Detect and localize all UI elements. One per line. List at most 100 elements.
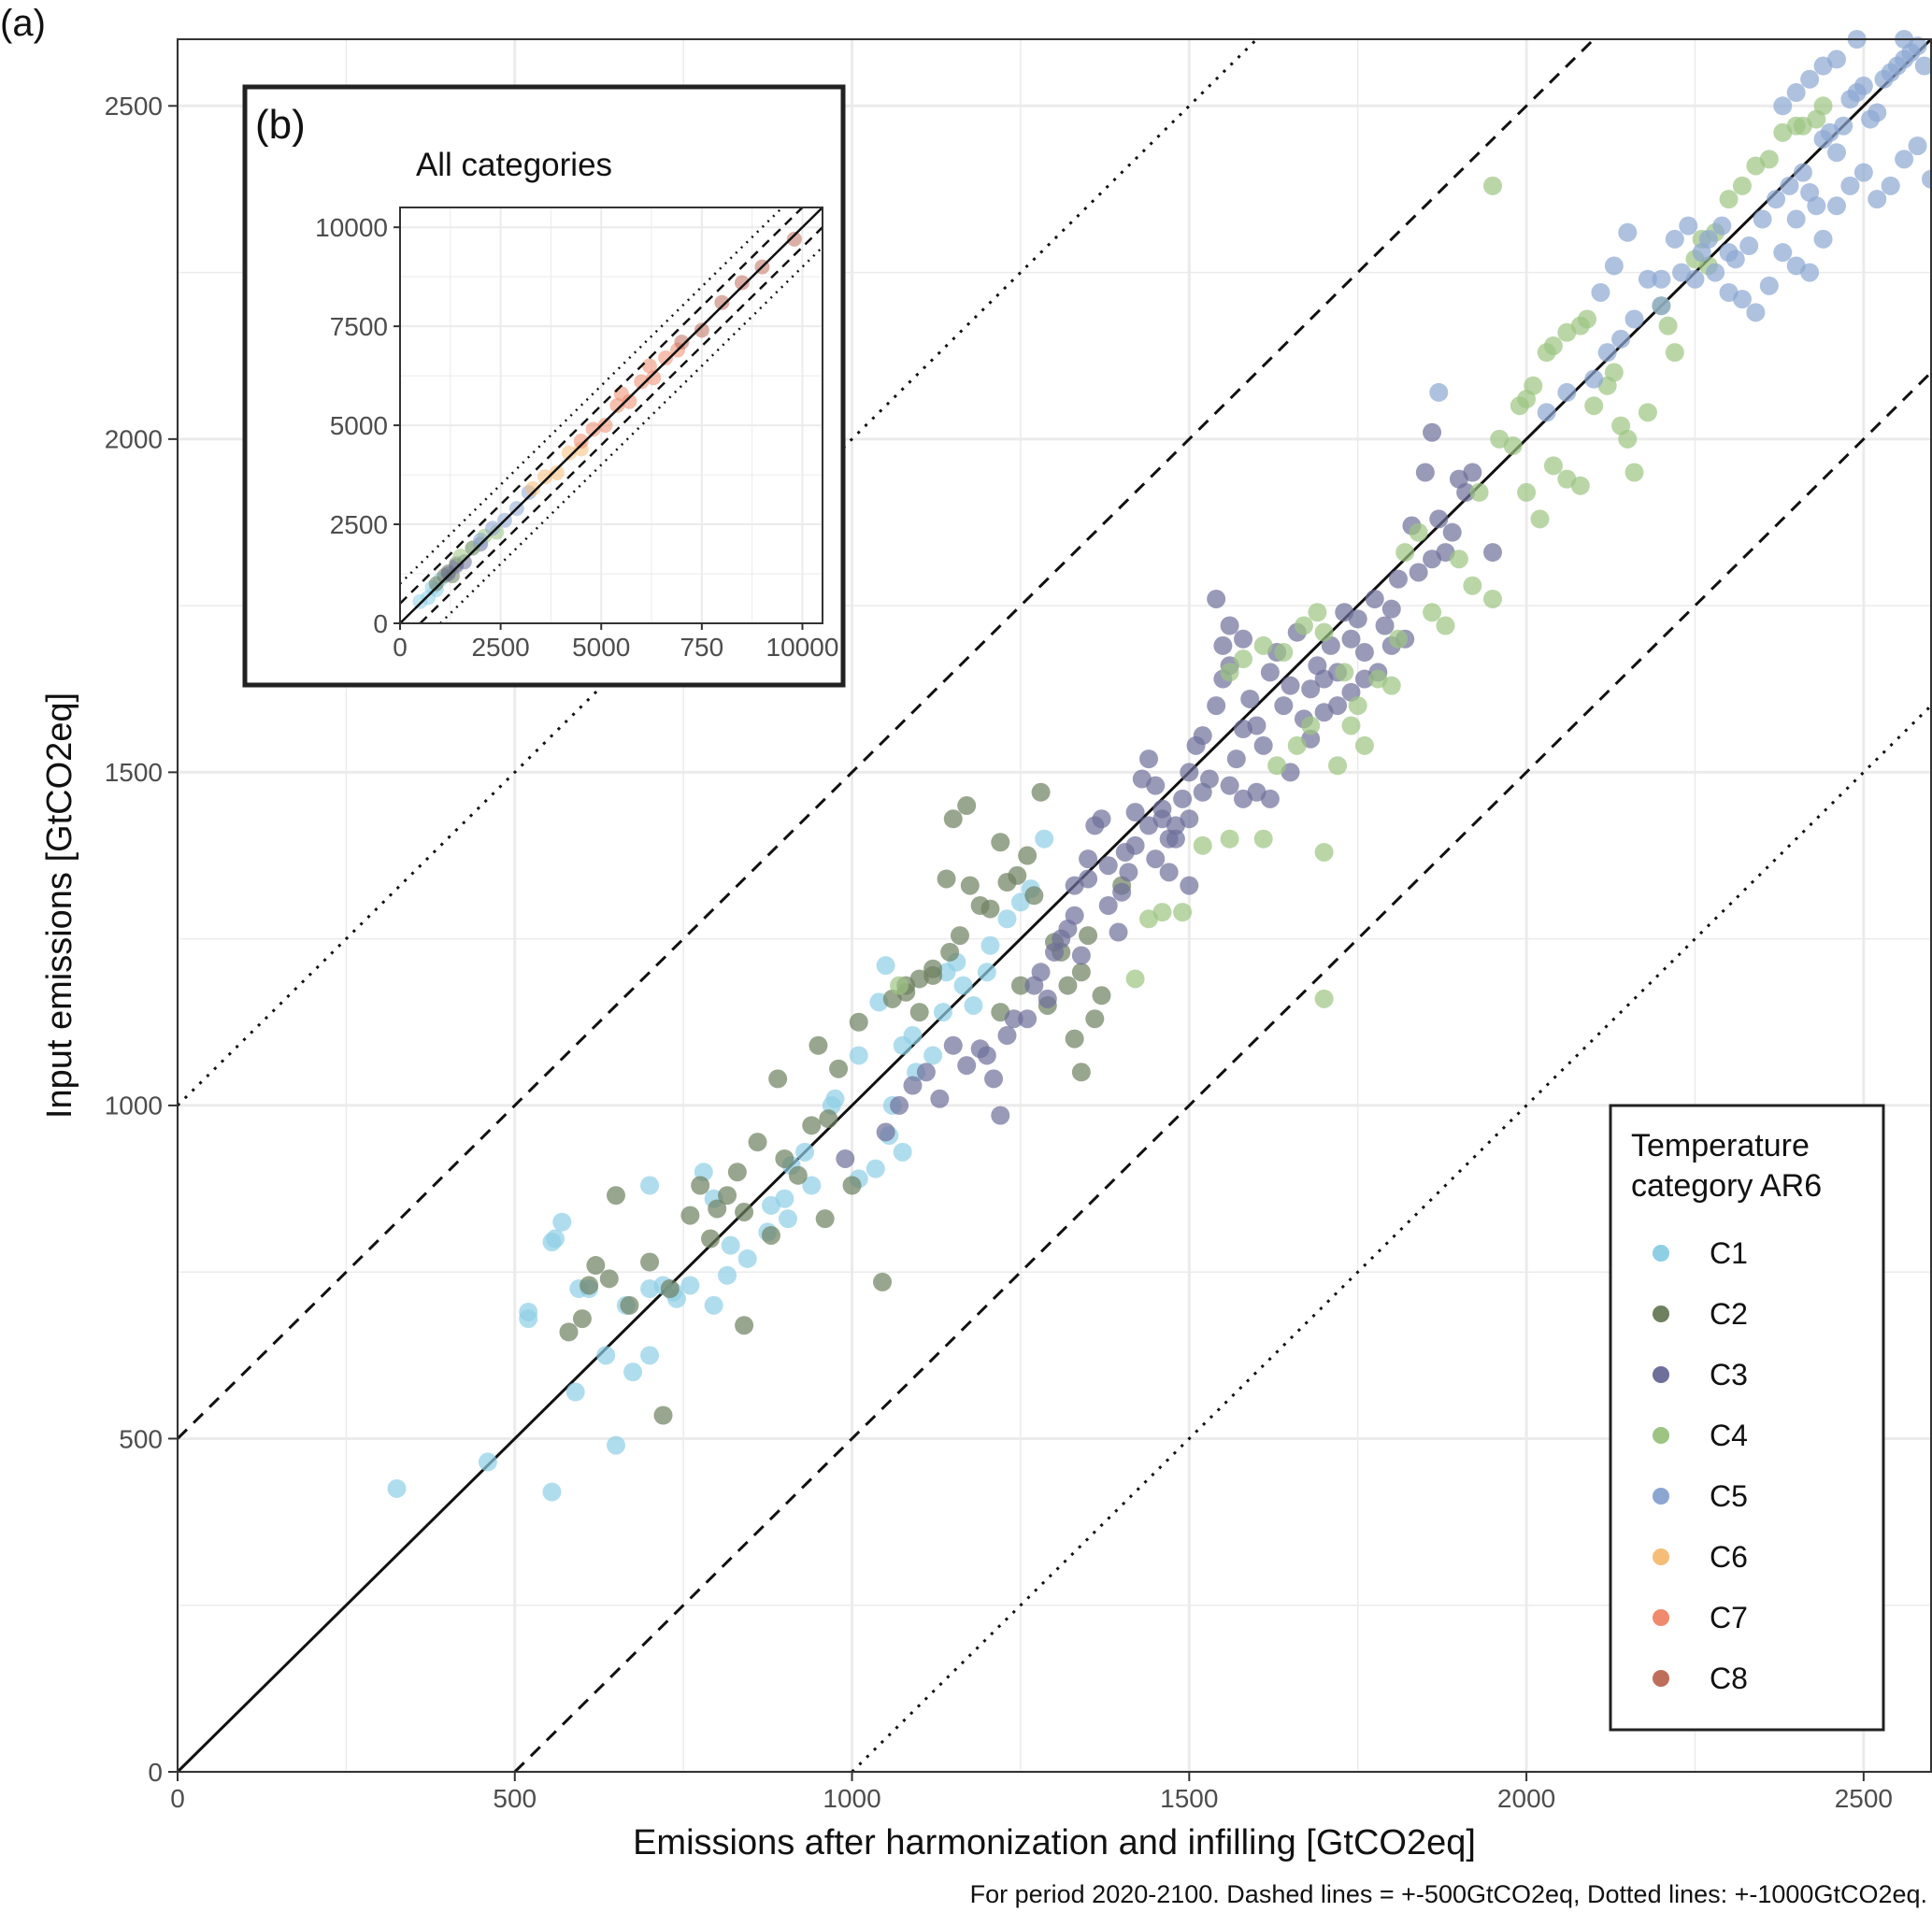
- data-point-c1: [546, 1229, 565, 1249]
- panel-a-label: (a): [0, 3, 46, 44]
- data-point-c1: [640, 1176, 660, 1195]
- data-point-c3: [997, 1026, 1017, 1046]
- data-point-c5: [1780, 176, 1799, 195]
- data-point-c3: [1125, 835, 1145, 855]
- data-point-c5: [1773, 243, 1793, 263]
- y-tick-label: 2500: [105, 92, 163, 121]
- data-point-c4: [1618, 429, 1638, 449]
- data-point-c3: [1213, 635, 1233, 655]
- y-tick-label: 2000: [105, 425, 163, 454]
- data-point-c2: [775, 1149, 794, 1168]
- data-point-c4: [1274, 643, 1294, 663]
- y-tick-label: 10000: [315, 213, 388, 242]
- panel-b-label: (b): [255, 102, 306, 148]
- data-point-c3: [1463, 463, 1482, 482]
- data-point-c2: [660, 1279, 680, 1299]
- data-point-c4: [1570, 476, 1590, 495]
- data-point-c5: [1665, 229, 1684, 249]
- legend-title-line2: category AR6: [1631, 1168, 1822, 1204]
- data-point-c5: [1834, 116, 1853, 136]
- data-point-c3: [836, 1149, 855, 1168]
- data-point-c3: [930, 1089, 950, 1108]
- data-point-c3: [1375, 616, 1395, 635]
- data-point-c2: [1010, 976, 1030, 995]
- data-point-c6: [549, 464, 565, 480]
- legend-box: [1609, 1104, 1885, 1732]
- data-point-c2: [829, 1059, 849, 1078]
- data-point-c2: [960, 876, 980, 895]
- x-tick-label: 750: [680, 633, 723, 662]
- data-point-c1: [387, 1478, 407, 1498]
- data-point-c1: [519, 1302, 538, 1321]
- data-point-c3: [1429, 509, 1449, 529]
- data-point-c3: [1281, 676, 1300, 695]
- data-point-c4: [1173, 903, 1193, 922]
- main-y-axis-label: Input emissions [GtCO2eq]: [40, 692, 79, 1119]
- data-point-c2: [620, 1295, 639, 1315]
- data-point-c1: [997, 909, 1017, 929]
- data-point-c5: [1813, 229, 1833, 249]
- data-point-c2: [735, 1203, 754, 1222]
- data-point-c5: [1786, 83, 1806, 103]
- data-point-c2: [691, 1176, 710, 1195]
- data-point-c6: [525, 480, 541, 496]
- legend-items: C1 C2 C3 C4 C5 C6 C7 C8: [1653, 1236, 1748, 1695]
- data-point-c2: [815, 1209, 835, 1229]
- data-point-c4: [1253, 635, 1273, 655]
- data-point-c4: [1665, 343, 1684, 363]
- data-point-c5: [1753, 209, 1772, 229]
- data-point-c5: [1853, 163, 1873, 182]
- inset-y-ticks: 0 2500 5000 7500 10000: [315, 213, 400, 638]
- data-point-c3: [1173, 789, 1193, 808]
- data-point-c3: [1348, 609, 1367, 629]
- data-point-c7: [573, 434, 589, 449]
- data-point-c4: [1483, 176, 1502, 195]
- data-point-c5: [1786, 209, 1806, 229]
- inset-panel: (b) All categories 0 2500 5000 750 10000 0 25…: [242, 84, 846, 688]
- data-point-c4: [1543, 456, 1563, 476]
- data-point-c4: [1624, 463, 1644, 482]
- x-tick-label: 500: [493, 1784, 537, 1813]
- data-point-c3: [1381, 599, 1401, 619]
- data-point-c3: [1226, 749, 1246, 769]
- data-point-c3: [1388, 569, 1408, 589]
- data-point-c1: [704, 1295, 723, 1315]
- inset-plot-frame: [399, 207, 823, 624]
- data-point-c1: [923, 1046, 943, 1065]
- data-point-c3: [1354, 643, 1374, 663]
- data-point-c1: [542, 1482, 562, 1502]
- data-point-c2: [748, 1133, 767, 1152]
- data-point-c5: [1800, 263, 1820, 282]
- data-point-c5: [1537, 403, 1556, 422]
- data-point-c2: [599, 1269, 619, 1289]
- x-tick-label: 2500: [1835, 1784, 1893, 1813]
- data-point-c5: [473, 533, 489, 548]
- data-point-c2: [943, 809, 963, 829]
- legend-key-c4: [1653, 1427, 1669, 1444]
- data-point-c4: [1335, 663, 1354, 682]
- data-point-c3: [1207, 589, 1226, 608]
- legend-label-c8: C8: [1710, 1662, 1748, 1695]
- main-plot-frame: [177, 38, 1932, 1773]
- inset-x-ticks: 0 2500 5000 750 10000: [393, 623, 838, 662]
- data-point-c4: [1328, 756, 1348, 776]
- data-point-c5: [1746, 303, 1766, 322]
- data-point-c1: [680, 1276, 700, 1295]
- legend: Temperature category AR6 C1C2C3C4C5C6C7C…: [1609, 1104, 1885, 1732]
- x-tick-label: 2500: [471, 633, 529, 662]
- data-point-c1: [876, 956, 895, 976]
- data-point-c4: [1220, 663, 1239, 682]
- data-point-c4: [1314, 842, 1334, 862]
- data-point-c2: [607, 1186, 625, 1206]
- data-point-c3: [991, 1106, 1010, 1125]
- y-tick-label: 5000: [330, 411, 388, 440]
- data-point-c7: [658, 350, 674, 366]
- data-point-c3: [1274, 696, 1294, 716]
- data-point-c2: [842, 1176, 862, 1195]
- data-point-c3: [1146, 776, 1166, 795]
- data-point-c3: [1166, 829, 1185, 849]
- data-point-c2: [680, 1206, 700, 1225]
- inset-points: [412, 231, 802, 609]
- data-point-c2: [580, 1276, 599, 1295]
